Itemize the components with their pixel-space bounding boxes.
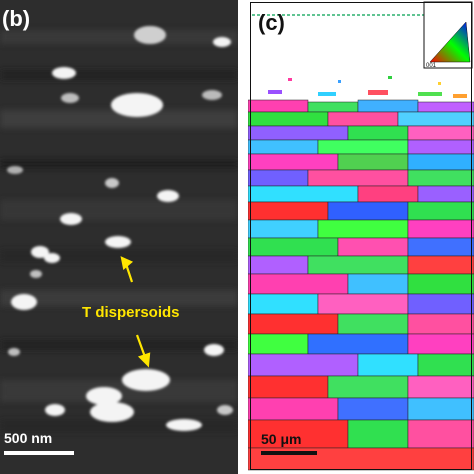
panel-b-label: (b) — [2, 6, 31, 31]
panel-gap — [238, 0, 248, 474]
orientation-map-panel-c — [248, 0, 474, 474]
micrograph-image-b — [0, 26, 238, 432]
ipf-color-key — [423, 1, 473, 69]
scale-bar-b-label: 500 nm — [4, 430, 53, 446]
panel-c-label: (c) — [258, 10, 285, 35]
micrograph-panel-b — [0, 0, 238, 474]
ipf-key-label: 001 — [426, 63, 437, 69]
orientation-map-image-c — [248, 0, 474, 474]
scale-bar-c — [261, 451, 317, 455]
annotation-arrows — [120, 256, 151, 368]
dispersoid-annotation: T dispersoids — [82, 304, 180, 321]
scale-bar-c-label: 50 μm — [261, 431, 302, 447]
scale-bar-b — [4, 451, 74, 455]
